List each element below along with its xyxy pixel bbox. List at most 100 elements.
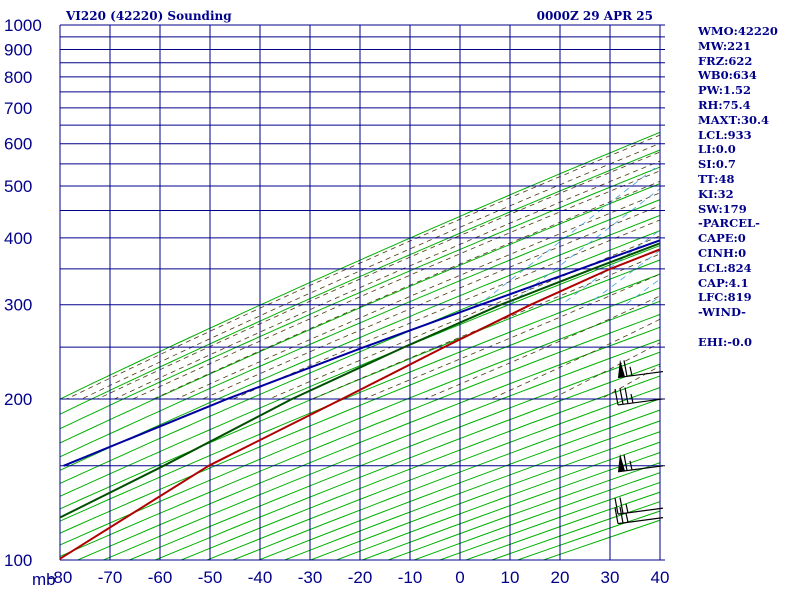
pressure-tick-label: 300 [4,296,32,315]
dry-adiabat-line [60,199,660,458]
temperature-tick-label: 10 [501,568,520,587]
station-title: VI220 (42220) Sounding [65,9,232,23]
barb-shaft [617,398,664,406]
barb-flag [619,506,624,524]
pressure-tick-label: 500 [4,177,32,196]
index-line: RH:75.4 [698,97,751,112]
dry-adiabat-line [103,339,660,560]
barb-flag [619,388,624,405]
temperature-tick-label: -60 [148,568,173,587]
dry-adiabat-line [60,230,660,485]
barb-half-flag [625,503,629,513]
dry-adiabat-line [60,183,660,444]
index-line: LCL:933 [698,127,752,142]
pressure-tick-label: 600 [4,135,32,154]
temperature-tick-label: 40 [651,568,670,587]
index-line: -WIND- [698,305,746,320]
thermo-background [60,131,660,560]
wind-barb [614,387,664,406]
index-line: MW:221 [698,38,752,53]
barb-shaft [617,507,664,515]
barb-flag [623,454,628,471]
sounding-time: 0000Z 29 APR 25 [537,9,653,23]
moist-adiabat-line [97,151,660,400]
pressure-tick-label: 100 [4,551,32,570]
barb-shaft [617,370,664,379]
pressure-tick-label: 800 [4,68,32,87]
wind-barb [617,453,664,473]
index-line: -PARCEL- [698,216,760,231]
index-line: MAXT:30.4 [698,112,769,127]
pressure-tick-label: 400 [4,229,32,248]
barb-flag [614,388,619,406]
index-line: CAPE:0 [698,231,746,246]
index-line [698,320,798,335]
dry-adiabat-line [60,149,660,415]
barb-half-flag [629,366,633,376]
index-line: PW:1.52 [698,83,752,98]
pressure-tick-label: 1000 [4,16,42,35]
index-line: LFC:819 [698,290,752,305]
dry-adiabat-line [60,287,660,534]
barb-half-flag [629,460,633,471]
index-line: WMO:42220 [698,24,778,38]
index-line: EHI:-0.0 [698,334,753,349]
dewpoint-profile-line [60,242,660,519]
index-line: WB0:634 [698,68,757,83]
wind-barbs [614,359,664,525]
moist-adiabat-line [233,219,660,400]
temperature-tick-label: -30 [298,568,323,587]
dry-adiabat-line [60,300,660,546]
temperature-tick-label: -80 [48,568,73,587]
stability-indices-panel: WMO:42220 MW:221 FRZ:622 WB0:634 PW:1.52 RH:7… [698,24,798,350]
pressure-tick-label: 700 [4,99,32,118]
temperature-tick-label: 30 [601,568,620,587]
index-line: TT:48 [698,171,735,186]
moist-adiabat-line [66,134,660,400]
barb-flag [619,497,624,514]
dry-adiabat-line [60,166,660,430]
dry-adiabat-line [77,326,660,560]
temperature-tick-label: -40 [248,568,273,587]
barb-flag [614,498,619,515]
temperature-tick-label: -10 [398,568,423,587]
sounding-profiles [60,239,660,560]
dry-adiabat-line [60,273,660,522]
barb-flag [624,387,629,404]
dry-adiabat-line [60,244,660,497]
index-line: SI:0.7 [698,157,736,172]
index-line: SW:179 [698,201,747,216]
barb-half-flag [630,393,634,404]
barb-shaft [617,517,664,525]
barb-flag [614,507,619,524]
index-line: CINH:0 [698,245,747,260]
dry-adiabat-line [60,131,660,400]
index-line: FRZ:622 [698,53,753,68]
barb-pennant [618,359,625,378]
dry-adiabat-line [60,214,660,471]
pressure-tick-label: 200 [4,390,32,409]
temperature-tick-label: 0 [455,568,464,587]
index-line: LI:0.0 [698,142,736,157]
pressure-tick-label: 900 [4,40,32,59]
mixing-ratio-line [478,163,660,306]
barb-shaft [617,465,664,473]
mixing-ratio-line [509,188,660,306]
wind-barb [614,497,664,515]
parcel-profile-line [63,239,660,467]
temperature-tick-label: -50 [198,568,223,587]
index-line: KI:32 [698,186,734,201]
temperature-tick-label: 20 [551,568,570,587]
moist-adiabat-line [153,180,660,400]
index-line: LCL:824 [698,260,752,275]
barb-half-flag [625,513,629,523]
dry-adiabat-line [60,313,660,557]
wind-barb [617,359,664,379]
temperature-tick-label: -20 [348,568,373,587]
barb-flag [623,360,628,377]
pressure-unit-label: mb [32,570,56,589]
barb-pennant [618,453,625,472]
temperature-tick-label: -70 [98,568,123,587]
